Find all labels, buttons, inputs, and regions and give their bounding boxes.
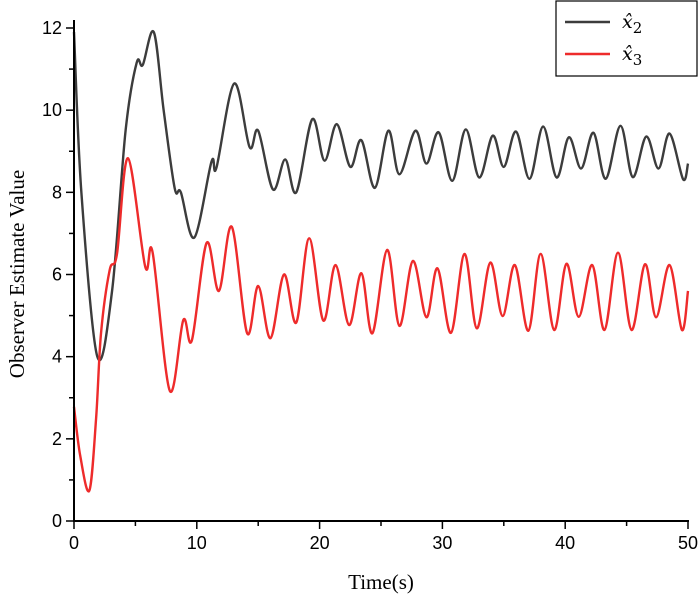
y-tick-label: 4 — [52, 347, 62, 367]
legend-label-x3: x̂3 — [622, 43, 642, 69]
y-tick-label: 2 — [52, 429, 62, 449]
x-tick-label: 10 — [187, 533, 207, 553]
y-tick-label: 8 — [52, 182, 62, 202]
series-line-x3 — [72, 157, 690, 493]
ticks-layer: 0 2 4 6 8 10 12 0 10 20 30 40 50 — [42, 18, 698, 553]
x-tick-label: 30 — [432, 533, 452, 553]
x-tick-label: 0 — [69, 533, 79, 553]
x-axis-title: Time(s) — [348, 570, 414, 594]
y-tick-label: 12 — [42, 18, 62, 38]
x-tick-label: 50 — [678, 533, 698, 553]
legend-label-x2: x̂2 — [622, 11, 642, 37]
axes-layer — [73, 20, 689, 522]
legend-box — [555, 0, 698, 77]
y-tick-label: 6 — [52, 265, 62, 285]
legend: x̂2x̂3 — [555, 0, 698, 77]
series-line-x2 — [72, 29, 690, 362]
x-tick-label: 20 — [310, 533, 330, 553]
series-layer — [72, 29, 690, 493]
y-tick-label: 0 — [52, 511, 62, 531]
y-axis-title: Observer Estimate Value — [5, 170, 29, 378]
y-tick-label: 10 — [42, 100, 62, 120]
x-tick-label: 40 — [555, 533, 575, 553]
